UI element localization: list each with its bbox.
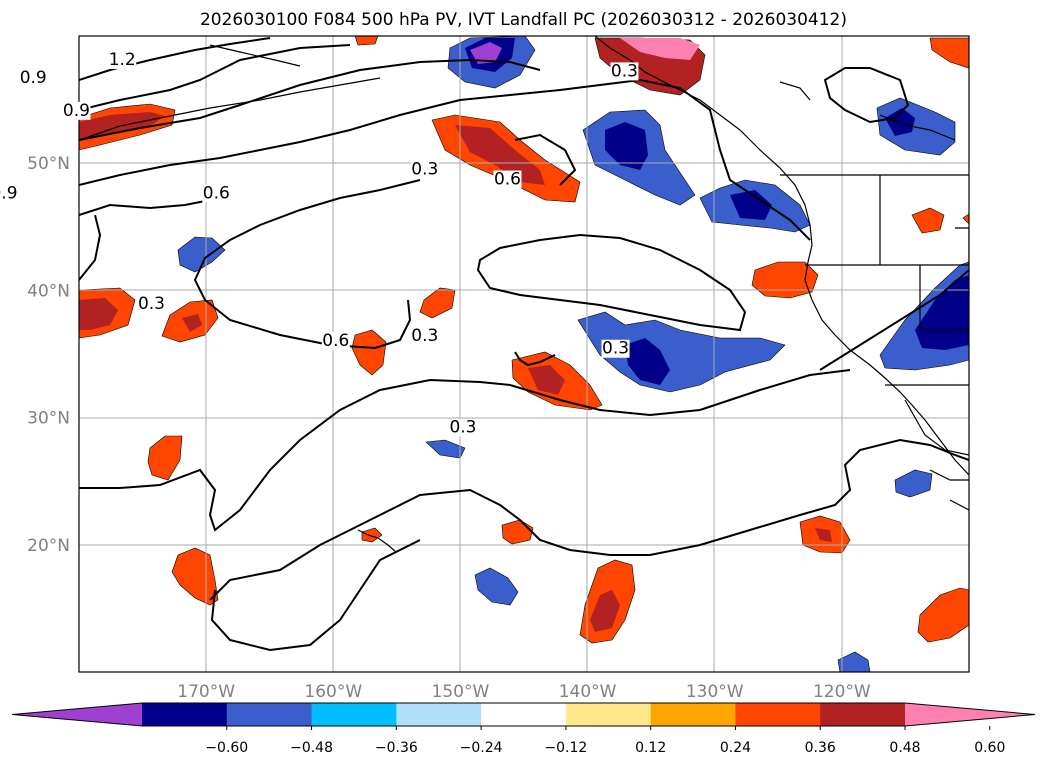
gridlines [79, 36, 969, 672]
longitude-tick-labels: 170°W 160°W 150°W 140°W 130°W 120°W [177, 682, 871, 702]
colorbar: −0.60 −0.48 −0.36 −0.24 −0.12 0.12 0.24 0.36 0.4… [11, 702, 1036, 756]
colorbar-tick-label: −0.36 [375, 740, 418, 756]
colorbar-segment [396, 703, 482, 726]
contour-label: 0.3 [411, 326, 438, 346]
colorbar-segment [820, 703, 906, 726]
colorbar-segment [650, 703, 736, 726]
contour-label: 1.2 [109, 50, 136, 70]
colorbar-outline [11, 702, 1036, 727]
colorbar-tick-label: 0.60 [974, 740, 1005, 756]
contour-label-background [493, 170, 522, 189]
contour-label-background [601, 339, 630, 358]
lat-tick-label: 40°N [27, 281, 70, 301]
colorbar-tick-label: 0.48 [889, 740, 920, 756]
contour-label: 0.3 [138, 294, 165, 314]
contour-label-background [0, 184, 18, 203]
contour-label-background [202, 184, 231, 203]
contour-label: 0.6 [203, 184, 230, 204]
lon-tick-label: 160°W [304, 682, 362, 702]
pv-contours [79, 37, 969, 652]
contour-label-background [108, 50, 137, 69]
colorbar-segment [311, 703, 397, 726]
colorbar-tick-label: −0.48 [290, 740, 333, 756]
colorbar-segment [142, 703, 228, 726]
contour-label-background [137, 295, 166, 314]
contour-label-background [410, 327, 439, 346]
latitude-tick-labels: 50°N 40°N 30°N 20°N [27, 154, 70, 556]
contour-label-background [62, 101, 91, 120]
colorbar-tick-label: 0.12 [635, 740, 666, 756]
colorbar-tick-label: −0.24 [460, 740, 503, 756]
lat-tick-label: 50°N [27, 154, 70, 174]
lon-tick-label: 170°W [177, 682, 235, 702]
contour-label: 0.3 [611, 61, 638, 81]
contour-label: 0.6 [494, 170, 521, 190]
map-frame [78, 35, 970, 673]
lon-tick-label: 150°W [432, 682, 490, 702]
contour-label: 0.3 [602, 339, 629, 359]
lon-tick-label: 120°W [813, 682, 871, 702]
colorbar-tick-label: −0.12 [544, 740, 587, 756]
coastlines [79, 36, 969, 553]
colorbar-tick-label: −0.60 [205, 740, 248, 756]
lon-tick-label: 140°W [559, 682, 617, 702]
contour-label: 0.9 [63, 101, 90, 121]
contour-label-background [321, 332, 350, 351]
contour-label-background [448, 418, 477, 437]
contour-label-background [410, 160, 439, 179]
colorbar-tick-label: 0.36 [805, 740, 836, 756]
contour-label: 0.9 [20, 68, 47, 88]
contour-label: 0.9 [0, 184, 18, 204]
colorbar-segment [481, 703, 567, 726]
colorbar-extend-low [12, 703, 142, 726]
contour-labels: 1.20.90.90.91.20.60.30.30.60.30.60.30.30… [0, 50, 639, 438]
contour-label-background [610, 62, 639, 81]
colorbar-segment [565, 703, 652, 726]
positive-anomaly-fill [79, 36, 969, 644]
contour-label: 0.3 [449, 418, 476, 438]
contour-label: 0.3 [411, 159, 438, 179]
contour-label-background [19, 68, 48, 87]
contour-label: 0.6 [322, 331, 349, 351]
lon-tick-label: 130°W [686, 682, 744, 702]
lat-tick-label: 20°N [27, 536, 70, 556]
colorbar-tick-label: 0.24 [720, 740, 751, 756]
plot-area [79, 36, 969, 672]
colorbar-segment [226, 703, 313, 726]
map-title: 2026030100 F084 500 hPa PV, IVT Landfall… [199, 10, 847, 30]
colorbar-extend-high [905, 703, 1035, 726]
colorbar-segment [735, 703, 821, 726]
lat-tick-label: 30°N [27, 409, 70, 429]
